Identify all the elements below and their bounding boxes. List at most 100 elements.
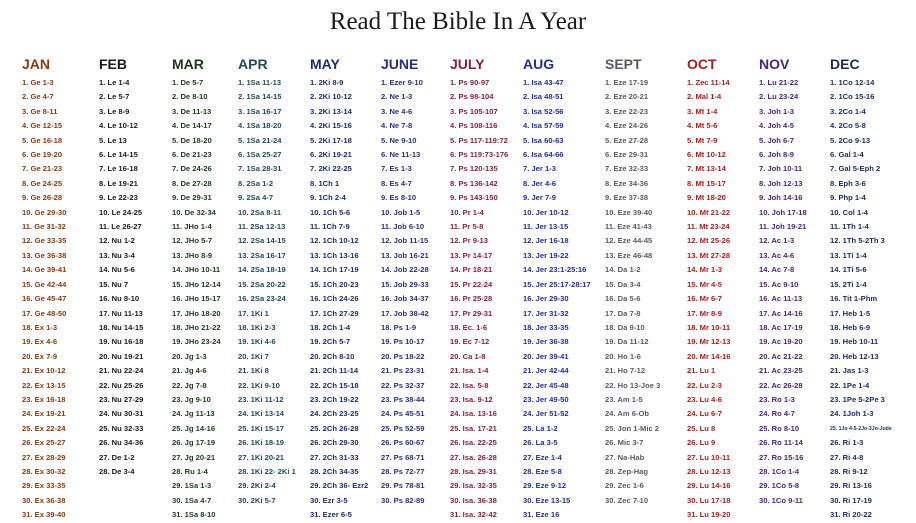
reading-entry: 12. 1Th 5-2Th 3 — [830, 236, 885, 246]
reading-entry: 27. Eze 1-4 — [523, 452, 562, 462]
reading-entry: 16. Jer 29-30 — [523, 294, 569, 304]
reading-entry: 13. 1Ti 1-4 — [830, 250, 867, 260]
reading-entry: 20. Mr 14-16 — [687, 351, 731, 361]
reading-entry: 4. Le 10-12 — [99, 121, 138, 131]
reading-entry: 6. Ge 19-20 — [22, 150, 63, 160]
reading-entry: 19. Ac 19-20 — [759, 337, 803, 347]
reading-entry: 8. Joh 12-13 — [759, 178, 803, 188]
reading-entry: 3. Le 8-9 — [99, 106, 130, 116]
reading-entry: 8. Ps 136-142 — [450, 178, 498, 188]
reading-entry: 3. 2Co 1-4 — [830, 106, 866, 116]
reading-entry: 7. 2Ki 22-25 — [310, 164, 352, 174]
reading-list: 1. Le 1-4 2. Le 5-7 3. Le 8-9 4. Le 10-12 5.… — [99, 76, 171, 479]
reading-entry: 28. 1Ki 22- 2Ki 1 — [238, 466, 296, 476]
reading-list: 1. Ezer 9-10 2. Ne 1-3 3. Ne 4-6 4. Ne 7-8 5… — [381, 76, 449, 508]
reading-entry: 28. Ru 1-4 — [172, 466, 208, 476]
reading-entry: 25. Ps 52-59 — [381, 423, 425, 433]
reading-entry: 10. 1Ch 5-6 — [310, 207, 351, 217]
page-title: Read The Bible In A Year — [329, 8, 587, 35]
reading-entry: 19. 1Ki 4-6 — [238, 337, 276, 347]
reading-entry: 15. Pr 22-24 — [450, 279, 493, 289]
reading-entry: 14. Da 1-2 — [605, 265, 641, 275]
reading-entry: 5. De 18-20 — [172, 135, 212, 145]
reading-entry: 10. Joh 17-18 — [759, 207, 807, 217]
reading-entry: 23. Isa. 9-12 — [450, 394, 493, 404]
reading-entry: 14. 1Ch 17-19 — [310, 265, 359, 275]
reading-entry: 9. Es 8-10 — [381, 193, 417, 203]
reading-entry: 11. Pr 5-8 — [450, 222, 484, 232]
reading-entry: 16. Tit 1-Phm — [830, 294, 878, 304]
month-header: SEPT — [605, 56, 642, 72]
reading-entry: 28. Ex 30-32 — [22, 466, 66, 476]
reading-entry: 29. Zec 1-6 — [605, 481, 644, 491]
reading-entry: 1. Isa 43-47 — [523, 78, 564, 87]
reading-entry: 28. Zep-Hag — [605, 466, 649, 476]
reading-entry: 25. Jg 14-16 — [172, 423, 216, 433]
reading-entry: 9. Php 1-4 — [830, 193, 866, 203]
reading-entry: 1. Ge 1-3 — [22, 78, 54, 87]
reading-list: 1. Eze 17-19 2. Eze 20-21 3. Eze 22-23 4. E… — [605, 76, 686, 508]
reading-entry: 6. De 21-23 — [172, 150, 212, 160]
reading-entry: 18. 1Ki 2-3 — [238, 322, 276, 332]
reading-entry: 26. La 3-5 — [523, 438, 558, 448]
reading-list: 1. Isa 43-47 2. Isa 48-51 3. Isa 52-56 4. I… — [523, 76, 604, 523]
reading-entry: 19. JHo 23-24 — [172, 337, 221, 347]
month-column-jan: JAN 1. Ge 1-3 2. Ge 4-7 3. Ge 8-11 4. Ge 12-… — [22, 56, 96, 523]
reading-entry: 28. Lu 12-13 — [687, 466, 731, 476]
reading-entry: 1. De 5-7 — [172, 78, 204, 87]
reading-entry: 29. 2Ch 36- Ezr2 — [310, 481, 369, 491]
reading-entry: 28. Eze 5-8 — [523, 466, 562, 476]
reading-entry: 21. Ac 23-25 — [759, 366, 803, 376]
reading-entry: 21. 1Ki 8 — [238, 366, 269, 376]
reading-entry: 20. Ex 7-9 — [22, 351, 58, 361]
reading-entry: 9. Le 22-23 — [99, 193, 138, 203]
reading-entry: 13. Nu 3-4 — [99, 250, 135, 260]
reading-entry: 18. Ec. 1-6 — [450, 322, 488, 332]
reading-entry: 7. Joh 10-11 — [759, 164, 803, 174]
reading-entry: 17. Job 38-42 — [381, 308, 429, 318]
reading-entry: 18. Ps 1-9 — [381, 322, 417, 332]
reading-entry: 28. Ps 72-77 — [381, 466, 425, 476]
reading-entry: 10. Col 1-4 — [830, 207, 868, 217]
reading-entry: 16. 1Ch 24-26 — [310, 294, 359, 304]
reading-entry: 4. Joh 4-5 — [759, 121, 795, 131]
month-column-june: JUNE 1. Ezer 9-10 2. Ne 1-3 3. Ne 4-6 4. Ne … — [381, 56, 449, 508]
reading-entry: 30. 1Sa 4-7 — [172, 495, 212, 505]
reading-entry: 26. Ex 25-27 — [22, 438, 66, 448]
reading-entry: 25. Nu 32-33 — [99, 423, 144, 433]
reading-entry: 13. 1Ch 13-16 — [310, 250, 359, 260]
reading-entry: 9. Jer 7-9 — [523, 193, 556, 203]
reading-entry: 19. Ps 10-17 — [381, 337, 425, 347]
reading-entry: 27. Isa. 26-28 — [450, 452, 497, 462]
reading-entry: 10. Job 1-5 — [381, 207, 421, 217]
reading-entry: 15. Da 3-4 — [605, 279, 641, 289]
month-column-feb: FEB 1. Le 1-4 2. Le 5-7 3. Le 8-9 4. Le 10-1… — [99, 56, 171, 479]
reading-entry: 6. Joh 8-9 — [759, 150, 795, 160]
reading-entry: 17. Ge 48-50 — [22, 308, 67, 318]
reading-entry: 11. Le 26-27 — [99, 222, 142, 232]
reading-entry: 23. Lu 4-6 — [687, 394, 723, 404]
reading-entry: 31. Ezer 6-5 — [310, 510, 352, 520]
reading-entry: 12. Nu 1-2 — [99, 236, 135, 246]
reading-entry: 26. Isa. 22-25 — [450, 438, 497, 448]
reading-entry: 30. Eze 13-15 — [523, 495, 571, 505]
reading-entry: 15. 2Sa 20-22 — [238, 279, 286, 289]
reading-entry: 20. Heb 12-13 — [830, 351, 879, 361]
reading-entry: 3. Ps 105-107 — [450, 106, 498, 116]
reading-entry: 11. Jer 13-15 — [523, 222, 569, 232]
reading-entry: 10. Ge 29-30 — [22, 207, 67, 217]
reading-entry: 12. Mt 25-26 — [687, 236, 731, 246]
reading-entry: 6. Ps 119:73-176 — [450, 150, 509, 160]
reading-entry: 17. Jer 31-32 — [523, 308, 569, 318]
reading-entry: 13. Pr 14-17 — [450, 250, 493, 260]
reading-entry: 30. Ex 36-38 — [22, 495, 66, 505]
reading-entry: 18. Ac 17-19 — [759, 322, 803, 332]
month-header: JULY — [450, 56, 485, 72]
reading-entry: 5. Ne 9-10 — [381, 135, 417, 145]
reading-entry: 1. Ezer 9-10 — [381, 78, 423, 87]
reading-entry: 6. 2Ki 19-21 — [310, 150, 352, 160]
reading-entry: 2. Lu 23-24 — [759, 92, 799, 102]
reading-entry: 3. 2Ki 13-14 — [310, 106, 352, 116]
reading-entry: 5. 2Co 9-13 — [830, 135, 871, 145]
reading-entry: 8. Jer 4-6 — [523, 178, 556, 188]
